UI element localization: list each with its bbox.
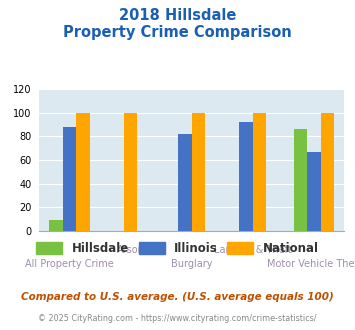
Bar	[192, 113, 205, 231]
Bar	[253, 113, 266, 231]
Bar	[124, 113, 137, 231]
Text: 2018 Hillsdale: 2018 Hillsdale	[119, 8, 236, 23]
Bar	[76, 113, 90, 231]
Legend: Hillsdale, Illinois, National: Hillsdale, Illinois, National	[32, 237, 323, 260]
Bar	[49, 220, 63, 231]
Bar	[63, 127, 76, 231]
Text: Arson: Arson	[117, 245, 144, 255]
Text: Motor Vehicle Theft: Motor Vehicle Theft	[267, 259, 355, 269]
Bar	[178, 134, 192, 231]
Text: Burglary: Burglary	[171, 259, 212, 269]
Text: © 2025 CityRating.com - https://www.cityrating.com/crime-statistics/: © 2025 CityRating.com - https://www.city…	[38, 314, 317, 323]
Bar	[307, 152, 321, 231]
Text: Property Crime Comparison: Property Crime Comparison	[63, 25, 292, 40]
Bar	[239, 122, 253, 231]
Bar	[321, 113, 334, 231]
Text: Compared to U.S. average. (U.S. average equals 100): Compared to U.S. average. (U.S. average …	[21, 292, 334, 302]
Text: Larceny & Theft: Larceny & Theft	[214, 245, 292, 255]
Bar	[294, 129, 307, 231]
Text: All Property Crime: All Property Crime	[25, 259, 114, 269]
